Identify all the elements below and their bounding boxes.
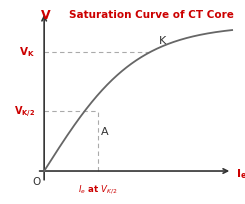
Text: O: O [33,176,41,186]
Text: A: A [101,127,109,136]
Text: $\mathbf{V_K}$: $\mathbf{V_K}$ [19,45,35,59]
Text: $\mathbf{I_e}$: $\mathbf{I_e}$ [236,166,245,180]
Text: V: V [41,9,51,22]
Text: $\mathbf{V_{K/2}}$: $\mathbf{V_{K/2}}$ [14,104,35,119]
Text: K: K [159,36,166,46]
Text: Saturation Curve of CT Core: Saturation Curve of CT Core [69,10,233,20]
Text: $I_e$ at $V_{K/2}$: $I_e$ at $V_{K/2}$ [78,183,117,195]
